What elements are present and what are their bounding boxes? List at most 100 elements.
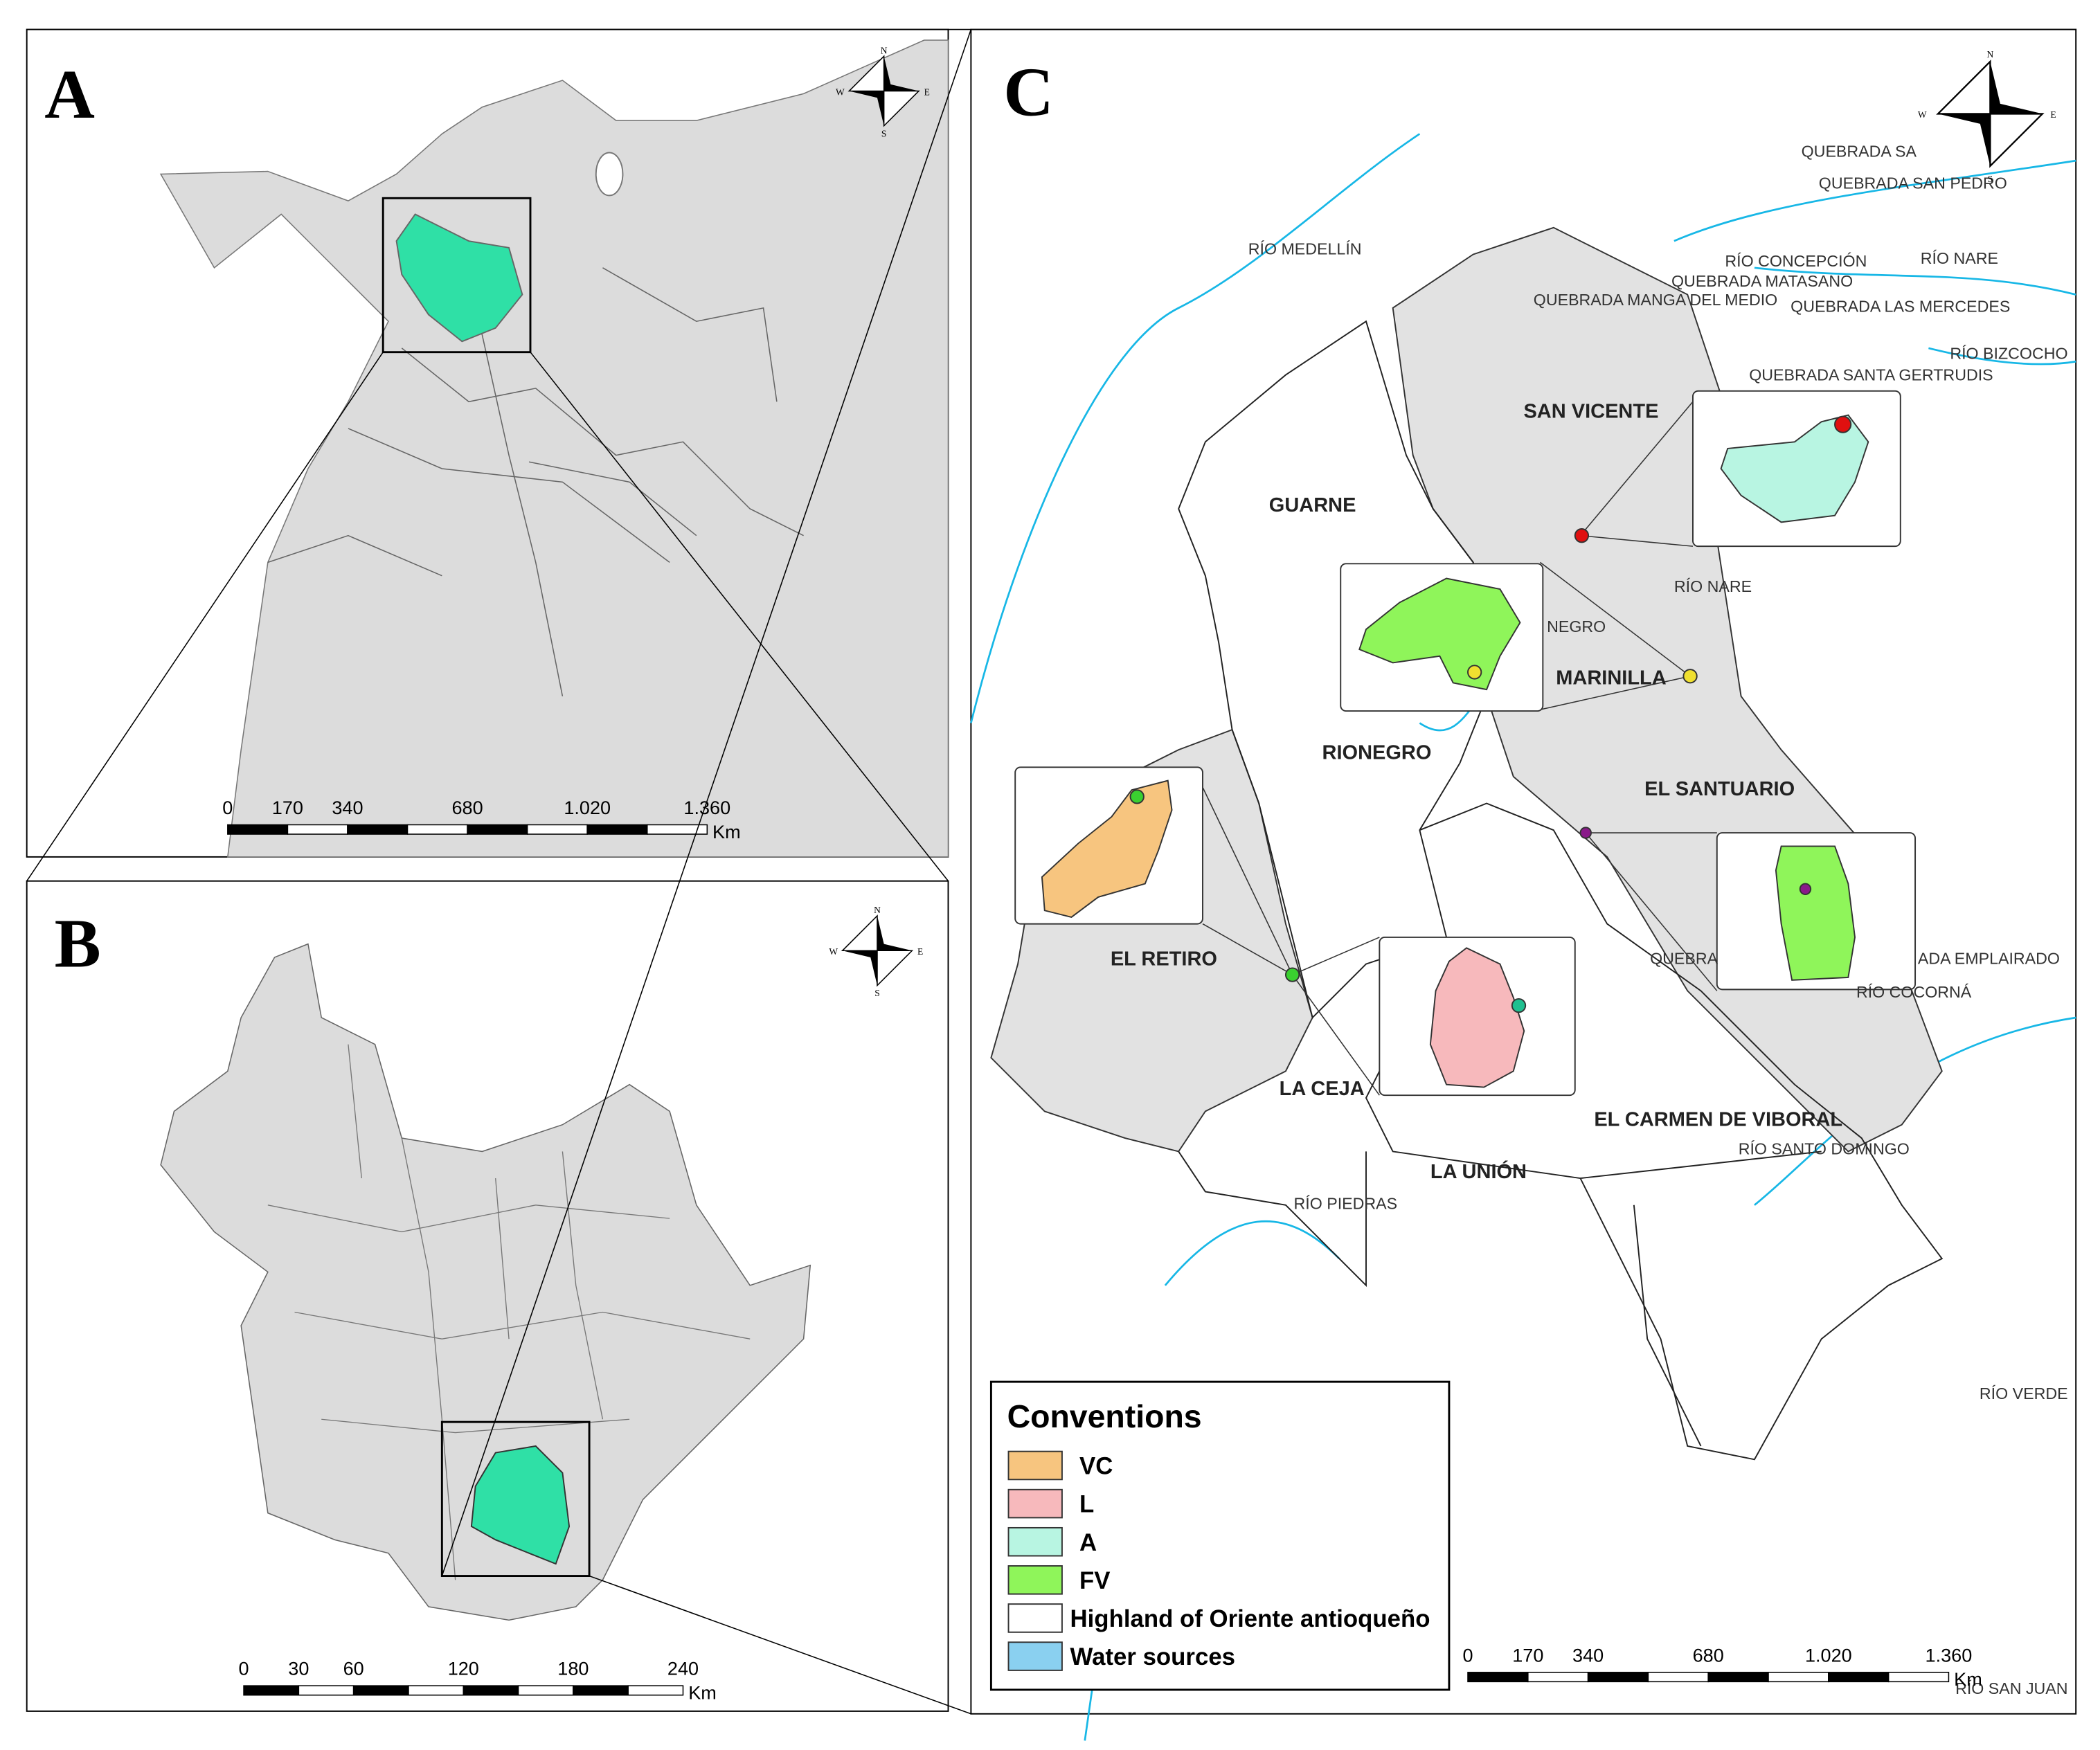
river-label: QUEBRADA MATASANO <box>1671 272 1853 290</box>
river-label: RÍO SANTO DOMINGO <box>1739 1139 1910 1157</box>
river-label: RÍO NARE <box>1674 577 1752 595</box>
legend-label: A <box>1079 1529 1097 1556</box>
river-label: QUEBRADA SANTA GERTRUDIS <box>1749 366 1993 384</box>
scale-segment <box>243 1685 300 1696</box>
scale-label: 1.020 <box>1805 1644 1852 1666</box>
compass-label: S <box>1988 174 1993 184</box>
legend-swatch <box>1007 1565 1063 1595</box>
scale-label: 1.360 <box>1926 1644 1973 1666</box>
compass-label: S <box>874 988 880 998</box>
scale-unit: Km <box>1954 1668 1982 1690</box>
inset-leaders <box>1202 401 1718 1096</box>
scale-label: 60 <box>343 1658 364 1679</box>
river-label: ADA EMPLAIRADO <box>1918 950 2060 968</box>
scale-segment <box>463 1685 519 1696</box>
river-label: QUEBRADA SA <box>1802 142 1917 160</box>
scale-segment <box>1647 1672 1709 1683</box>
river-label: RÍO COCORNÁ <box>1856 983 1972 1001</box>
scale-label: 170 <box>272 797 303 818</box>
scale-label: 170 <box>1512 1644 1543 1666</box>
scale-segment <box>298 1685 355 1696</box>
scale-label: 120 <box>448 1658 479 1679</box>
scale-segment <box>227 824 289 835</box>
insets <box>1014 390 1917 1097</box>
legend: Conventions VC LA FV Highland of Oriente an… <box>989 1380 1451 1691</box>
river-label: QUEBRA <box>1650 950 1718 968</box>
scale-segment <box>586 824 648 835</box>
municipality-label: EL RETIRO <box>1111 948 1217 971</box>
scale-unit: Km <box>712 821 741 842</box>
scale-label: 0 <box>222 797 233 818</box>
scale-label: 180 <box>557 1658 589 1679</box>
legend-swatch <box>1007 1641 1063 1671</box>
legend-swatch <box>1007 1488 1063 1519</box>
compass-labels: N S E W <box>836 45 930 138</box>
municipality-label: RIONEGRO <box>1322 742 1432 764</box>
scale-segment <box>1768 1672 1829 1683</box>
river-label: RÍO PIEDRAS <box>1294 1195 1398 1213</box>
municipality-label: EL CARMEN DE VIBORAL <box>1594 1109 1842 1131</box>
legend-label: L <box>1079 1491 1094 1518</box>
scale-segment <box>526 824 588 835</box>
compass-label: W <box>836 87 845 97</box>
compass-label: S <box>881 128 887 138</box>
compass-label: E <box>917 946 923 957</box>
scale-label: 1.020 <box>564 797 611 818</box>
scale-label: 0 <box>1462 1644 1473 1666</box>
legend-label: FV <box>1079 1567 1110 1594</box>
municipality-label: MARINILLA <box>1556 667 1667 689</box>
scale-label: 30 <box>288 1658 309 1679</box>
river-label: RÍO BIZCOCHO <box>1950 344 2067 362</box>
compass-label: E <box>2050 109 2056 120</box>
scale-bar: 0 30 60 120 180 240 Km <box>239 1658 717 1704</box>
compass-label: W <box>829 946 838 957</box>
legend-swatch <box>1007 1603 1063 1633</box>
scale-segment <box>627 1685 684 1696</box>
scale-segment <box>1828 1672 1890 1683</box>
municipality-label: LA CEJA <box>1280 1078 1365 1100</box>
scale-segment <box>1527 1672 1589 1683</box>
legend-swatch <box>1007 1450 1063 1481</box>
river-labels: RÍO MEDELLÍN QUEBRADA SA QUEBRADA SAN PE… <box>1248 142 2068 1697</box>
compass-labels: N S E W <box>1918 49 2056 184</box>
scale-segment <box>1887 1672 1950 1683</box>
legend-label: Highland of Oriente antioqueño <box>1070 1605 1430 1632</box>
scale-label: 680 <box>451 797 483 818</box>
compass-label: N <box>1987 49 1994 60</box>
scale-unit: Km <box>688 1682 717 1704</box>
scale-segment <box>406 824 468 835</box>
scale-segment <box>408 1685 465 1696</box>
panel-label: C <box>1003 53 1054 130</box>
scale-segment <box>646 824 708 835</box>
municipality-label: SAN VICENTE <box>1523 400 1658 422</box>
scale-label: 340 <box>1572 1644 1604 1666</box>
scale-segment <box>573 1685 629 1696</box>
scale-segment <box>287 824 348 835</box>
river-label: RÍO NARE <box>1921 249 1998 267</box>
river-label: QUEBRADA MANGA DEL MEDIO <box>1534 291 1777 309</box>
scale-segment <box>1467 1672 1529 1683</box>
panel-label: A <box>44 55 95 133</box>
panel-b: B 0 30 60 120 180 240 Km <box>26 880 949 1712</box>
municipality-labels: SAN VICENTE GUARNE MARINILLA RIONEGRO EL… <box>1111 400 1842 1183</box>
municipality-label: EL SANTUARIO <box>1644 778 1795 800</box>
compass-label: N <box>881 45 888 55</box>
legend-title: Conventions <box>1007 1398 1202 1434</box>
scale-segment <box>1587 1672 1649 1683</box>
scale-label: 240 <box>667 1658 699 1679</box>
river-label: QUEBRADA LAS MERCEDES <box>1791 298 2010 316</box>
river-label: RÍO MEDELLÍN <box>1248 240 1362 258</box>
river-label: QUEBRADA SAN PEDRO <box>1819 174 2007 192</box>
river-label: RÍO VERDE <box>1980 1384 2068 1402</box>
municipality-label: NEGRO <box>1547 617 1606 635</box>
scale-segment <box>347 824 409 835</box>
scale-segment <box>1707 1672 1769 1683</box>
legend-label: VC <box>1079 1453 1113 1480</box>
connector-lines <box>26 28 972 1715</box>
scale-segment <box>517 1685 574 1696</box>
